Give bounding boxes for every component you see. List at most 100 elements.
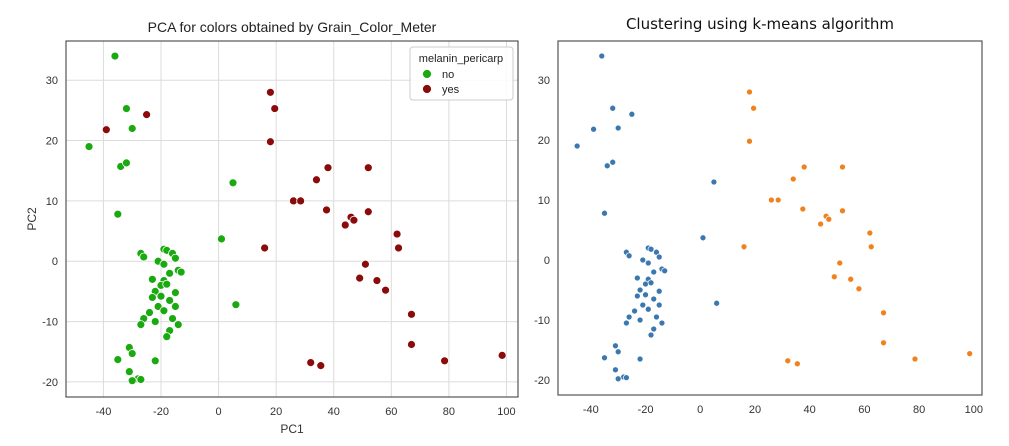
data-point-series-1 [322, 205, 331, 215]
data-point-series-0 [601, 209, 608, 217]
data-point-series-1 [750, 104, 757, 112]
data-point-series-0 [653, 313, 660, 321]
legend-title: melanin_pericarp [419, 53, 503, 65]
data-point-series-1 [372, 276, 382, 285]
data-point-series-0 [159, 259, 169, 269]
pca-chart-panel: -40 -20 0 20 40 60 80 100 -20 -10 0 10 20 30 PCA for … [25, 19, 519, 436]
data-point-series-0 [159, 306, 169, 316]
data-point-series-1 [817, 220, 824, 228]
chart-title: PCA for colors obtained by Grain_Color_M… [148, 19, 437, 35]
data-point-series-1 [349, 215, 359, 225]
data-point-series-0 [150, 356, 160, 366]
data-point-series-1 [312, 175, 321, 185]
y-tick-label: -10 [42, 317, 58, 329]
data-point-series-1 [784, 357, 792, 365]
data-point-series-0 [162, 279, 172, 289]
y-tick-label: 0 [544, 255, 550, 267]
data-point-series-0 [655, 253, 663, 261]
pca-scatter-chart: -40 -20 0 20 40 60 80 100 -20 -10 0 10 20 30 PCA for … [25, 19, 519, 436]
data-point-series-1 [363, 163, 373, 173]
data-point-series-0 [165, 296, 175, 305]
data-point-series-1 [394, 243, 403, 253]
data-point-series-1 [966, 350, 974, 357]
data-point-series-1 [270, 104, 280, 113]
chart-title: Clustering using k-means algorithm [626, 15, 894, 33]
data-point-series-1 [355, 273, 365, 283]
data-point-series-0 [127, 376, 137, 386]
data-point-series-0 [145, 308, 154, 317]
data-point-series-0 [625, 252, 633, 260]
data-point-series-0 [165, 268, 175, 278]
data-point-series-0 [228, 178, 238, 188]
data-point-series-0 [633, 274, 641, 282]
data-point-series-1 [800, 163, 808, 171]
data-point-series-1 [825, 215, 833, 223]
data-point-series-0 [168, 314, 177, 323]
data-point-series-1 [867, 243, 875, 251]
data-point-series-0 [139, 252, 149, 262]
data-point-series-0 [176, 267, 186, 277]
data-point-series-0 [162, 332, 172, 342]
data-point-series-0 [598, 52, 606, 60]
data-point-series-0 [590, 125, 597, 133]
data-point-series-1 [361, 259, 370, 269]
data-point-series-0 [573, 142, 581, 150]
y-tick-label: 0 [52, 256, 58, 268]
data-point-series-0 [614, 375, 622, 383]
data-point-series-0 [636, 316, 644, 324]
legend: melanin_pericarp no yes [409, 46, 514, 101]
x-tick-label: 80 [443, 406, 455, 418]
data-point-series-0 [614, 348, 622, 356]
legend-label-yes: yes [442, 84, 460, 96]
data-point-series-0 [124, 367, 134, 377]
data-point-series-0 [110, 51, 120, 61]
data-point-series-1 [440, 356, 449, 366]
data-point-series-1 [794, 360, 801, 368]
x-axis-label: PC1 [280, 422, 304, 436]
data-point-series-0 [113, 209, 123, 219]
data-point-series-0 [625, 313, 633, 321]
data-point-series-0 [156, 291, 166, 301]
x-tick-label: 0 [216, 406, 222, 418]
data-point-series-0 [655, 301, 663, 309]
data-point-series-0 [122, 104, 131, 113]
x-tick-label: -20 [638, 404, 654, 416]
data-point-series-1 [260, 243, 270, 253]
legend-marker-yes [422, 84, 432, 94]
data-point-series-1 [774, 196, 782, 204]
data-point-series-1 [407, 340, 416, 349]
x-tick-label: 80 [913, 404, 925, 416]
x-tick-label: -40 [95, 406, 111, 418]
data-point-series-0 [636, 355, 644, 363]
data-point-series-1 [306, 358, 316, 368]
data-point-series-0 [713, 299, 721, 307]
data-point-series-1 [392, 229, 402, 239]
data-point-series-1 [746, 88, 753, 96]
data-point-series-0 [631, 307, 638, 315]
y-axis-label: PC2 [25, 207, 39, 231]
data-point-series-0 [136, 320, 146, 329]
y-tick-label: 20 [46, 136, 58, 148]
data-point-series-0 [642, 280, 649, 288]
data-point-series-0 [636, 286, 644, 294]
data-point-series-1 [497, 350, 507, 360]
data-point-series-0 [601, 354, 608, 362]
data-point-series-1 [740, 243, 748, 251]
data-points [84, 51, 507, 386]
data-point-series-0 [122, 158, 131, 168]
data-point-series-0 [113, 355, 123, 364]
y-tick-label: 30 [46, 75, 58, 87]
y-tick-label: -20 [534, 375, 550, 387]
data-point-series-0 [147, 274, 157, 284]
x-tick-label: 100 [497, 406, 515, 418]
y-tick-label: 20 [538, 135, 550, 147]
data-point-series-1 [880, 339, 887, 347]
data-point-series-0 [173, 320, 183, 329]
data-point-series-1 [789, 175, 797, 183]
x-tick-label: 60 [858, 404, 870, 416]
y-tick-label: -10 [534, 315, 550, 327]
data-point-series-1 [340, 220, 350, 230]
y-tick-label: 30 [538, 75, 550, 87]
data-point-series-0 [612, 366, 619, 374]
data-point-series-1 [363, 207, 373, 217]
